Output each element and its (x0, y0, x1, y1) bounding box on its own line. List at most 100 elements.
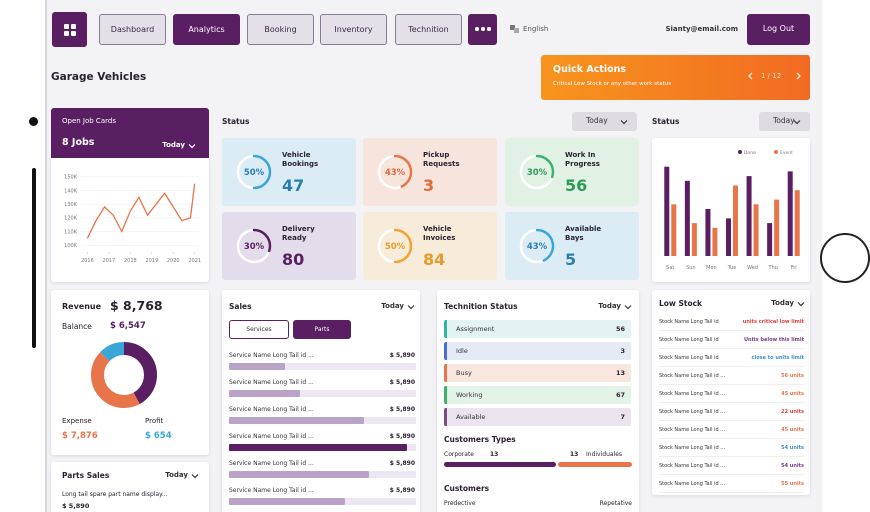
status-tile[interactable] (222, 212, 356, 280)
nav-tab-label: Dashboard (110, 25, 155, 34)
filter-label: Today (165, 471, 188, 479)
row-separator (659, 420, 804, 421)
status-tile[interactable] (363, 212, 497, 280)
low-stock-name: Stock Name Long Tail id ... (659, 445, 726, 451)
filter-dropdown[interactable]: Today (572, 112, 637, 131)
nav-tab[interactable]: Technition (395, 14, 462, 45)
more-dot (481, 27, 485, 31)
customers-left-label: Predective (444, 500, 476, 507)
donut-segment (91, 342, 157, 408)
bar (794, 190, 800, 256)
profit-label: Profit (145, 417, 164, 425)
nav-tab[interactable]: Inventory (320, 14, 387, 45)
low-stock-name: Stock Name Long Tail id (659, 337, 719, 343)
chevron-icon (620, 120, 628, 125)
progress-ring: 50% (236, 154, 272, 190)
chevron-icon (796, 72, 801, 80)
technician-row-count: 3 (620, 347, 625, 355)
language-glyph (510, 25, 515, 30)
y-tick-label: 130K (64, 202, 78, 208)
legend-label: Done (744, 150, 756, 156)
low-stock-name: Stock Name Long Tail id ... (659, 373, 726, 379)
expense-amount: $ 7,876 (62, 431, 98, 441)
sales-tab[interactable]: Parts (293, 320, 351, 339)
tile-value: 3 (423, 176, 435, 195)
nav-tab[interactable]: Analytics (173, 14, 240, 45)
logout-button[interactable]: Log Out (747, 14, 810, 45)
ring-percent: 30% (527, 168, 548, 178)
technician-row[interactable] (444, 342, 631, 360)
expense-label: Expense (62, 417, 92, 425)
sales-tab[interactable]: Services (229, 320, 289, 339)
x-tick-label: Sun (686, 265, 696, 271)
tile-value: 47 (282, 176, 305, 195)
progress-ring: 43% (519, 228, 555, 264)
low-stock-status: 45 units (781, 427, 804, 433)
low-stock-status: Units below this limit (743, 337, 804, 343)
ring-percent: 30% (244, 242, 265, 252)
sales-progress-track (229, 390, 416, 397)
sales-row-amount: $ 5,890 (389, 460, 415, 467)
sales-row-name: Service Name Long Tail id ... (229, 487, 314, 494)
chevron (797, 302, 805, 307)
progress-ring: 30% (236, 228, 272, 264)
nav-tab[interactable]: Dashboard (99, 14, 166, 45)
bar (726, 218, 731, 256)
x-tick-label: 2021 (188, 258, 201, 264)
chevron-icon (191, 474, 199, 479)
technician-row[interactable] (444, 386, 631, 404)
tile-label: Pickup Requests (423, 151, 460, 168)
bar (671, 204, 677, 256)
sales-row-amount: $ 5,890 (389, 487, 415, 494)
filter-label: Today (598, 302, 621, 310)
row-separator (659, 492, 804, 493)
legend-dot (774, 150, 778, 154)
technician-row[interactable] (444, 364, 631, 382)
chevron-icon (797, 302, 805, 307)
chevron-icon (188, 144, 196, 149)
technician-row[interactable] (444, 320, 631, 338)
status-tile[interactable] (505, 212, 639, 280)
y-tick-label: 110K (64, 229, 78, 235)
nav-tab-label: Inventory (334, 25, 373, 34)
customer-types-right-value: 13 (570, 451, 579, 458)
bar (746, 176, 752, 256)
more-button[interactable] (468, 14, 497, 45)
chevron (407, 305, 415, 310)
low-stock-name: Stock Name Long Tail id (659, 319, 719, 325)
x-tick-label: 2016 (81, 258, 94, 264)
chevron (796, 72, 801, 80)
technician-row-label: Idle (456, 347, 468, 355)
sales-tab-label: Parts (314, 326, 330, 333)
tile-label: Delivery Ready (282, 225, 315, 242)
technician-row[interactable] (444, 408, 631, 426)
row-separator (659, 456, 804, 457)
status-tile[interactable] (505, 138, 639, 206)
nav-tab-label: Technition (408, 25, 449, 34)
x-tick-label: 2018 (124, 258, 137, 264)
sales-progress (229, 471, 370, 478)
logo-square (71, 31, 76, 36)
bar (705, 209, 711, 256)
quick-actions[interactable] (541, 55, 810, 100)
nav-tab[interactable]: Booking (247, 14, 314, 45)
filter-dropdown[interactable]: Today (759, 112, 810, 131)
sales-row-name: Service Name Long Tail id ... (229, 379, 314, 386)
open-jobs-count: 8 Jobs (62, 137, 95, 148)
ring-percent: 50% (385, 242, 406, 252)
row-separator (659, 402, 804, 403)
low-stock-name: Stock Name Long Tail id ... (659, 409, 726, 415)
app-logo[interactable] (52, 12, 87, 47)
status-tile[interactable] (363, 138, 497, 206)
technician-row-count: 7 (620, 413, 625, 421)
customer-types-left-value: 13 (490, 451, 499, 458)
status-tile[interactable] (222, 138, 356, 206)
device-button (820, 233, 870, 283)
bar (787, 171, 793, 256)
logout-label: Log Out (762, 24, 795, 33)
parts-sales-title: Parts Sales (62, 471, 110, 480)
sales-row-name: Service Name Long Tail id ... (229, 433, 314, 440)
parts-sales-card (51, 462, 209, 512)
bar (733, 185, 738, 256)
